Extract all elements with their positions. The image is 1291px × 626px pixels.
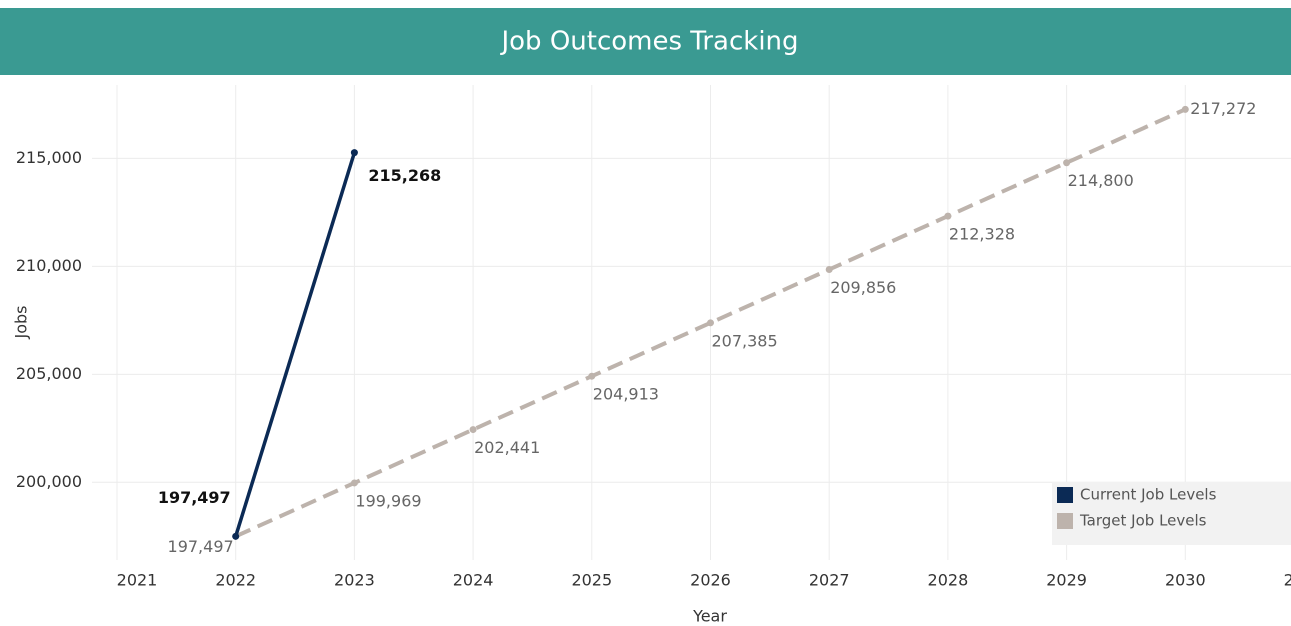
data-label: 217,272: [1190, 99, 1256, 118]
data-point: [350, 479, 358, 487]
x-tick-label: 2027: [809, 571, 850, 590]
legend-label: Current Job Levels: [1080, 486, 1217, 504]
legend-swatch: [1057, 513, 1073, 529]
x-tick-label: 2030: [1165, 571, 1206, 590]
y-tick-label: 200,000: [16, 472, 82, 491]
data-label: 212,328: [949, 225, 1015, 244]
x-tick-label: 2031: [1284, 571, 1291, 590]
x-tick-label: 2029: [1046, 571, 1087, 590]
data-point: [469, 426, 477, 434]
legend-label: Target Job Levels: [1079, 512, 1207, 530]
data-label: 199,969: [355, 491, 421, 510]
data-label: 202,441: [474, 438, 540, 457]
y-axis-label: Jobs: [12, 306, 31, 340]
data-point: [944, 212, 952, 220]
x-tick-label: 2025: [571, 571, 612, 590]
data-point: [1181, 105, 1189, 113]
chart-title: Job Outcomes Tracking: [499, 27, 798, 57]
header-bar: [0, 8, 1291, 75]
data-point: [1063, 159, 1071, 167]
data-label: 204,913: [593, 385, 659, 404]
x-tick-label: 2026: [690, 571, 731, 590]
x-tick-label: 2023: [334, 571, 375, 590]
legend-box: [1052, 482, 1291, 545]
x-axis-label: Year: [692, 607, 727, 626]
data-point: [350, 149, 358, 157]
series-line: [234, 152, 357, 537]
y-tick-label: 210,000: [16, 256, 82, 275]
data-label: 197,497: [168, 537, 234, 556]
data-point: [588, 372, 596, 380]
data-label: 209,856: [830, 278, 896, 297]
data-point: [232, 532, 240, 540]
data-point: [707, 319, 714, 327]
data-label: 215,268: [368, 166, 441, 185]
x-tick-label: 2021: [117, 571, 158, 590]
legend-swatch: [1057, 487, 1073, 503]
data-label: 197,497: [158, 488, 231, 507]
data-label: 214,800: [1068, 171, 1134, 190]
series-line: [234, 107, 1187, 539]
legend: Current Job Levels Target Job Levels: [1052, 482, 1291, 545]
y-tick-label: 205,000: [16, 364, 82, 383]
data-label: 207,385: [712, 331, 778, 350]
x-tick-label: 2028: [928, 571, 969, 590]
x-tick-label: 2022: [215, 571, 256, 590]
y-tick-label: 215,000: [16, 148, 82, 167]
data-point: [825, 265, 833, 273]
x-tick-label: 2024: [453, 571, 494, 590]
